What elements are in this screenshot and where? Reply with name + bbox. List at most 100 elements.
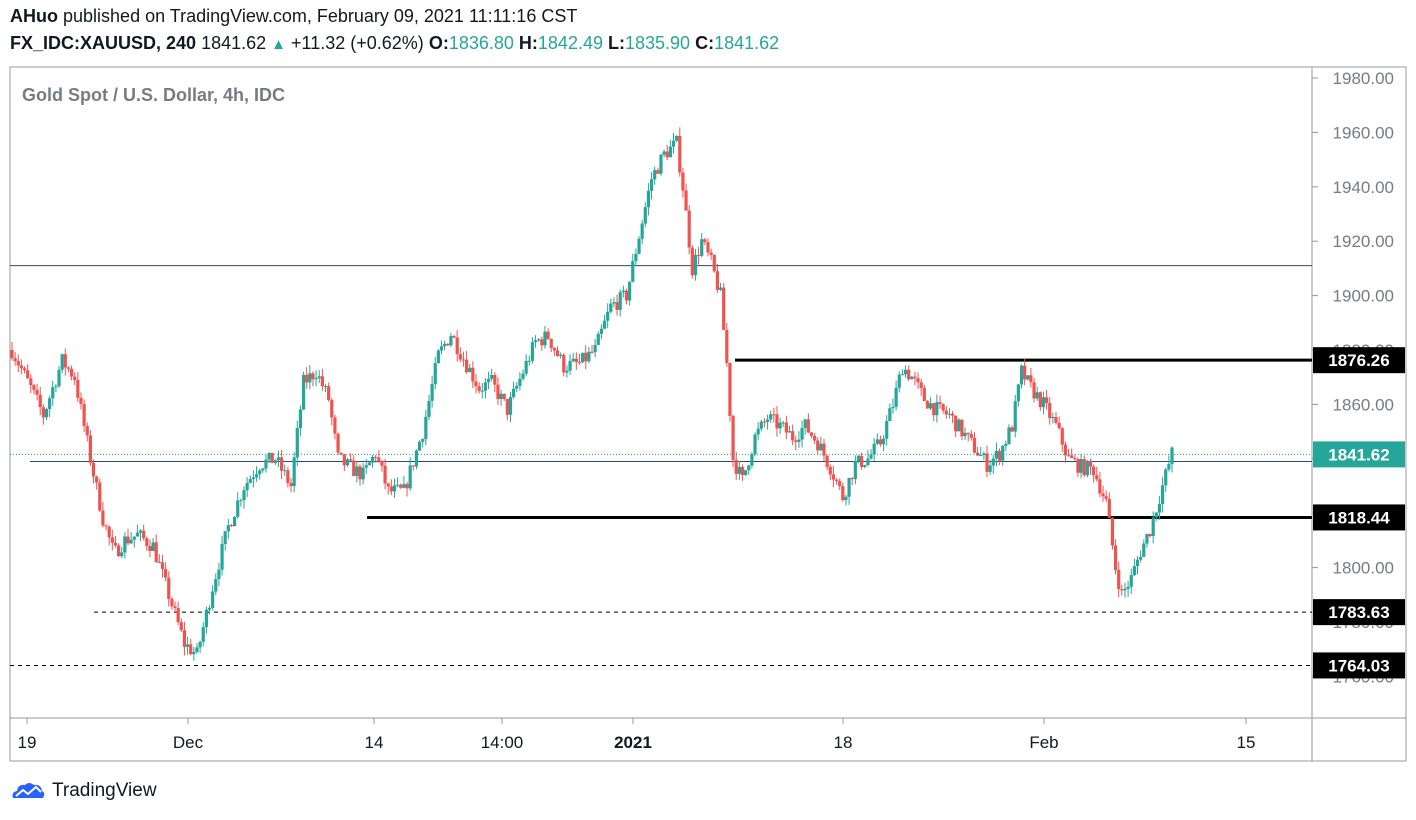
candle-body xyxy=(903,369,908,375)
symbol-label[interactable]: FX_IDC:XAUUSD, 240 xyxy=(10,33,197,53)
price-chart[interactable]: Gold Spot / U.S. Dollar, 4h, IDC 1980.00… xyxy=(0,0,1416,780)
candle-body xyxy=(242,490,246,501)
price-axis-label-text: 1783.63 xyxy=(1328,603,1389,622)
candle-body xyxy=(44,408,49,418)
candle-body xyxy=(725,329,729,363)
candle-body xyxy=(628,281,632,301)
candle-body xyxy=(533,340,538,343)
candle-body xyxy=(16,361,20,366)
candle-body xyxy=(251,477,256,479)
x-tick-label: Feb xyxy=(1029,733,1058,752)
candle-body xyxy=(609,303,613,312)
candle-body xyxy=(330,400,334,418)
candle-body xyxy=(668,146,672,158)
candle-body xyxy=(646,190,651,208)
candle-body xyxy=(819,443,823,451)
candle-body xyxy=(649,179,654,191)
candle-body xyxy=(276,457,281,461)
x-tick-label: 15 xyxy=(1237,733,1256,752)
candle-body xyxy=(794,440,798,442)
candle-body xyxy=(51,387,55,399)
candle-body xyxy=(138,530,143,533)
x-tick-label: 14 xyxy=(365,733,384,752)
candle-body xyxy=(217,569,221,579)
candle-body xyxy=(66,367,71,369)
candle-body xyxy=(1132,566,1136,576)
candle-body xyxy=(1023,365,1027,380)
candle-body xyxy=(1010,427,1014,432)
candle-body xyxy=(198,641,202,648)
candle-body xyxy=(286,470,290,484)
candle-body xyxy=(189,644,193,655)
candle-body xyxy=(684,190,688,211)
candle-body xyxy=(370,456,375,463)
candle-body xyxy=(1151,517,1155,537)
low-label: L: xyxy=(608,33,625,53)
candle-body xyxy=(863,465,867,467)
candle-body xyxy=(104,525,108,527)
candle-body xyxy=(750,454,754,466)
candle-body xyxy=(671,140,676,147)
publish-info: AHuo published on TradingView.com, Febru… xyxy=(10,6,577,27)
candle-body xyxy=(624,290,629,301)
candle-body xyxy=(916,378,920,383)
candle-body xyxy=(759,421,763,429)
candle-body xyxy=(433,363,437,385)
candle-body xyxy=(308,373,312,383)
x-tick-label: 14:00 xyxy=(481,733,524,752)
candle-body xyxy=(963,432,967,437)
candle-body xyxy=(772,414,776,416)
published-text: published on TradingView.com, February 0… xyxy=(63,6,578,26)
candle-body xyxy=(229,525,234,527)
candle-body xyxy=(151,542,155,551)
candle-body xyxy=(552,348,556,351)
candle-body xyxy=(518,378,522,386)
candle-body xyxy=(599,328,604,334)
candle-body xyxy=(897,374,901,388)
candle-body xyxy=(383,465,387,484)
open-label: O: xyxy=(428,33,449,53)
candle-body xyxy=(960,419,964,437)
candle-body xyxy=(634,253,638,262)
candle-body xyxy=(305,374,309,383)
candle-body xyxy=(449,336,453,346)
candle-body xyxy=(822,443,826,456)
candle-body xyxy=(1070,455,1074,459)
candle-body xyxy=(922,388,926,402)
candle-body xyxy=(675,135,679,141)
candle-body xyxy=(928,403,933,409)
candle-body xyxy=(565,370,569,373)
candle-body xyxy=(888,408,892,422)
candle-body xyxy=(336,433,340,453)
candle-body xyxy=(524,360,528,374)
candle-body xyxy=(637,238,641,254)
price-axis-label-text: 1841.62 xyxy=(1328,445,1389,464)
candle-body xyxy=(1157,504,1162,513)
candle-body xyxy=(239,500,243,502)
candle-body xyxy=(327,386,331,401)
candle-body xyxy=(220,543,224,570)
candle-body xyxy=(584,352,588,362)
candle-body xyxy=(747,465,751,471)
candle-body xyxy=(32,385,36,390)
candle-body xyxy=(185,644,190,647)
tradingview-footer[interactable]: TradingView xyxy=(10,780,157,802)
candle-body xyxy=(79,397,83,404)
candle-body xyxy=(493,374,497,385)
candle-body xyxy=(1154,512,1158,518)
candle-body xyxy=(722,287,726,330)
candle-body xyxy=(1088,460,1093,467)
candle-body xyxy=(468,367,472,373)
candle-body xyxy=(982,453,986,456)
author-name[interactable]: AHuo xyxy=(10,6,58,26)
candle-body xyxy=(179,622,183,631)
candle-body xyxy=(938,402,942,404)
candle-body xyxy=(731,415,735,460)
candle-body xyxy=(280,457,284,471)
candle-body xyxy=(430,384,434,401)
candle-body xyxy=(270,452,274,463)
candle-body xyxy=(1142,543,1146,557)
candle-body xyxy=(486,378,491,383)
candle-body xyxy=(1170,447,1174,465)
candle-body xyxy=(295,428,299,458)
